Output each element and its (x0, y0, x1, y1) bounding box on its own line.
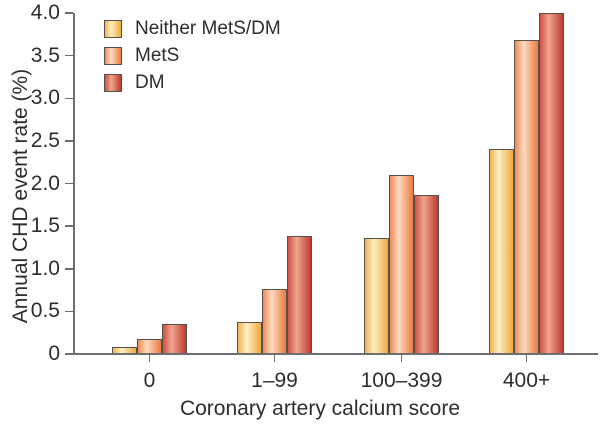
y-tick-label: 4.0 (30, 1, 60, 24)
x-axis-tick (525, 354, 528, 362)
legend-swatch-neither-mets-dm (104, 20, 122, 38)
legend: Neither MetS/DM MetS DM (104, 18, 281, 101)
y-axis-tick (65, 268, 73, 270)
y-axis-tick (65, 140, 73, 142)
x-axis-line (73, 353, 598, 355)
bar-dm-cat-2 (414, 194, 439, 354)
legend-label: DM (135, 72, 165, 93)
x-tick-label: 400+ (502, 369, 551, 392)
bar-neither-mets-dm-cat-3 (489, 148, 514, 354)
x-axis-tick (400, 354, 403, 362)
legend-label: Neither MetS/DM (135, 18, 281, 39)
bar-mets-cat-3 (514, 40, 539, 354)
bar-dm-cat-0 (162, 324, 187, 354)
bar-dm-cat-3 (539, 13, 564, 354)
bar-mets-cat-2 (389, 174, 414, 354)
bar-dm-cat-1 (287, 235, 312, 354)
x-tick-label: 100–399 (360, 369, 443, 392)
y-axis-tick (65, 182, 73, 185)
bar-neither-mets-dm-cat-2 (364, 238, 389, 354)
bar-mets-cat-1 (262, 289, 287, 354)
legend-swatch-mets (104, 47, 122, 65)
legend-item-dm: DM (104, 72, 281, 93)
y-tick-label: 2.5 (30, 128, 60, 152)
bar-neither-mets-dm-cat-1 (237, 321, 262, 354)
y-axis-tick (65, 54, 73, 57)
legend-label: MetS (135, 45, 180, 66)
legend-item-neither-mets-dm: Neither MetS/DM (104, 18, 281, 39)
legend-item-mets: MetS (104, 45, 281, 66)
x-tick-label: 1–99 (251, 369, 298, 392)
y-axis-tick (65, 353, 73, 355)
y-axis-tick (65, 310, 73, 313)
y-tick-label: 1.0 (30, 256, 60, 280)
y-axis-tick (65, 12, 73, 14)
legend-swatch-dm (104, 74, 122, 92)
y-tick-label: 0.5 (30, 299, 60, 323)
x-axis-title: Coronary artery calcium score (179, 397, 461, 420)
y-axis-tick (65, 97, 73, 99)
y-axis-line (73, 13, 75, 355)
y-axis-tick (65, 225, 73, 227)
y-tick-label: 2.0 (30, 171, 60, 195)
x-axis-tick (148, 354, 151, 362)
bar-mets-cat-0 (137, 338, 162, 354)
y-tick-label: 0 (48, 342, 60, 365)
y-tick-label: 3.0 (30, 86, 60, 110)
y-tick-label: 1.5 (30, 214, 60, 238)
x-axis-tick (273, 354, 276, 362)
x-tick-label: 0 (143, 369, 156, 392)
y-tick-label: 3.5 (30, 43, 60, 67)
